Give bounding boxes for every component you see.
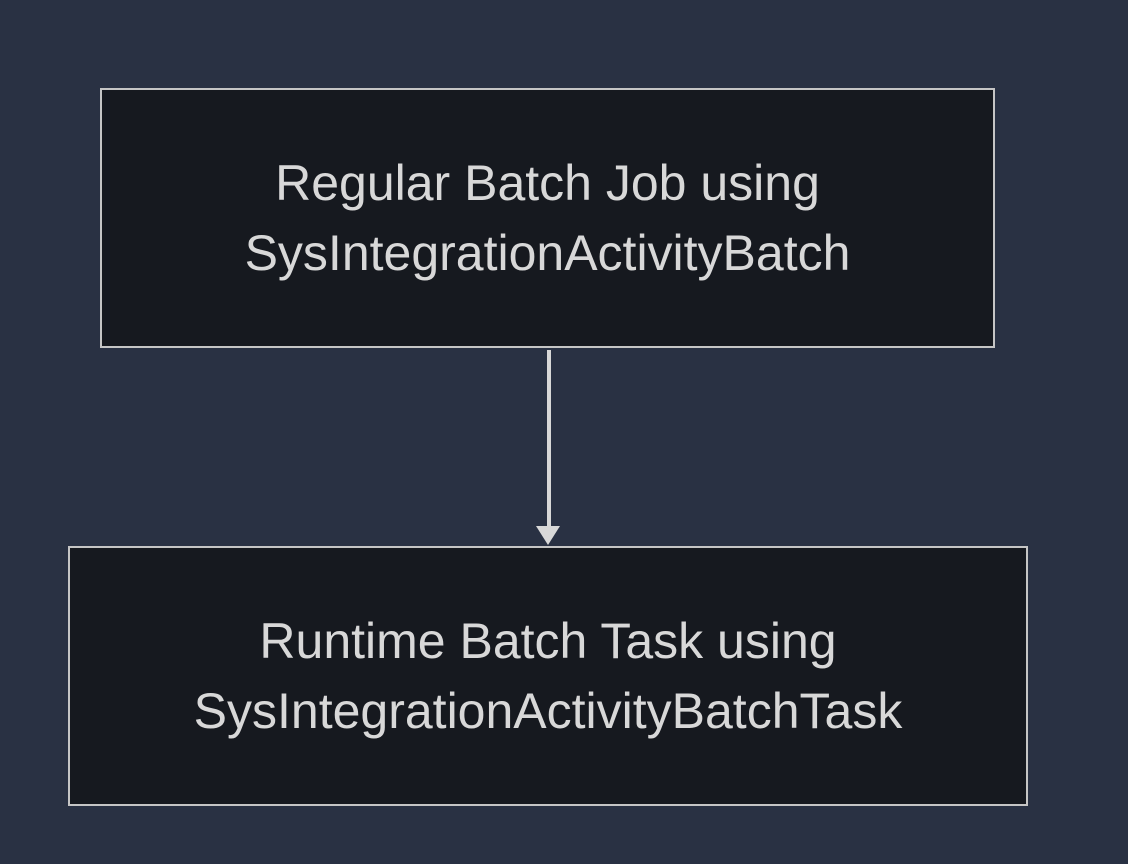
flowchart-node-batch-task: Runtime Batch Task using SysIntegrationA…	[68, 546, 1028, 806]
flowchart-node-batch-job: Regular Batch Job using SysIntegrationAc…	[100, 88, 995, 348]
node-label-line1: Regular Batch Job using	[275, 155, 820, 211]
arrow-line	[547, 350, 551, 526]
node-text: Runtime Batch Task using SysIntegrationA…	[194, 606, 903, 746]
arrow-head-icon	[536, 526, 560, 545]
node-label-line2: SysIntegrationActivityBatchTask	[194, 683, 903, 739]
node-label-line2: SysIntegrationActivityBatch	[245, 225, 851, 281]
node-label-line1: Runtime Batch Task using	[259, 613, 836, 669]
node-text: Regular Batch Job using SysIntegrationAc…	[245, 148, 851, 288]
